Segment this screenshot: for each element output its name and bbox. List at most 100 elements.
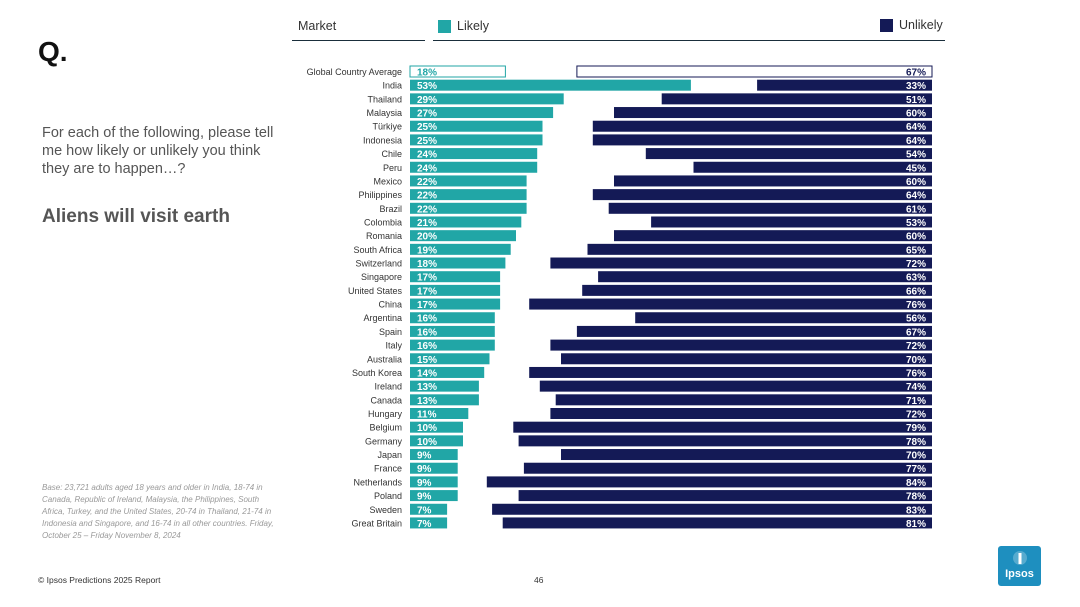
likely-bar-13 xyxy=(410,243,511,255)
likely-bar-2 xyxy=(410,93,564,105)
likely-value-25: 11% xyxy=(417,410,437,421)
statement-title: Aliens will visit earth xyxy=(42,206,230,227)
market-header: Market xyxy=(298,19,337,33)
likely-bar-4 xyxy=(410,120,543,132)
unlikely-value-13: 65% xyxy=(906,245,926,256)
unlikely-value-32: 83% xyxy=(906,505,926,516)
unlikely-bar-10 xyxy=(608,202,932,214)
likely-value-4: 25% xyxy=(417,122,437,133)
unlikely-value-20: 72% xyxy=(906,341,926,352)
category-label-1: India xyxy=(382,81,402,91)
likely-value-14: 18% xyxy=(417,259,437,270)
likely-swatch xyxy=(438,19,451,33)
unlikely-bar-16 xyxy=(582,284,932,296)
category-label-8: Mexico xyxy=(373,176,402,186)
unlikely-bar-18 xyxy=(635,312,932,324)
unlikely-bar-23 xyxy=(539,380,932,392)
unlikely-value-27: 78% xyxy=(906,437,926,448)
category-label-18: Argentina xyxy=(363,313,402,323)
unlikely-bar-8 xyxy=(614,175,932,187)
likely-bar-10 xyxy=(410,202,527,214)
likely-bar-28 xyxy=(410,449,458,461)
category-label-21: Australia xyxy=(367,354,402,364)
unlikely-bar-11 xyxy=(651,216,932,228)
unlikely-value-31: 78% xyxy=(906,492,926,503)
likely-bar-3 xyxy=(410,107,554,119)
likely-value-33: 7% xyxy=(417,519,432,530)
category-label-4: Türkiye xyxy=(372,122,402,132)
unlikely-bar-1 xyxy=(757,79,932,91)
legend-unlikely: Unlikely xyxy=(880,18,943,32)
likely-value-1: 53% xyxy=(417,81,437,92)
unlikely-value-9: 64% xyxy=(906,191,926,202)
likely-bar-0 xyxy=(409,65,506,78)
likely-value-19: 16% xyxy=(417,327,437,338)
likely-bar-26 xyxy=(410,421,463,433)
unlikely-bar-28 xyxy=(561,449,932,461)
likely-bar-16 xyxy=(410,284,501,296)
unlikely-value-10: 61% xyxy=(906,204,926,215)
base-note: Base: 23,721 adults aged 18 years and ol… xyxy=(42,483,274,540)
unlikely-bar-29 xyxy=(523,462,932,474)
ipsos-logo: Ipsos xyxy=(998,546,1041,586)
logo-text: Ipsos xyxy=(1005,568,1034,580)
likely-value-22: 14% xyxy=(417,368,437,379)
likely-bar-30 xyxy=(410,476,458,488)
legend-unlikely-label: Unlikely xyxy=(899,18,943,32)
likely-bar-22 xyxy=(410,366,485,378)
likely-bar-25 xyxy=(410,408,469,419)
unlikely-bar-14 xyxy=(550,257,932,269)
likely-value-29: 9% xyxy=(417,464,432,475)
unlikely-bar-4 xyxy=(592,120,932,132)
category-label-24: Canada xyxy=(370,395,402,405)
category-label-9: Philippines xyxy=(358,190,402,200)
category-label-33: Great Britain xyxy=(351,518,402,528)
unlikely-value-30: 84% xyxy=(906,478,926,489)
unlikely-swatch xyxy=(880,18,893,32)
unlikely-value-8: 60% xyxy=(906,177,926,188)
category-label-12: Romania xyxy=(366,231,402,241)
category-label-7: Peru xyxy=(383,163,402,173)
category-label-28: Japan xyxy=(377,450,402,460)
category-label-10: Brazil xyxy=(379,204,402,214)
likely-value-18: 16% xyxy=(417,314,437,325)
unlikely-value-6: 54% xyxy=(906,150,926,161)
category-label-19: Spain xyxy=(379,327,402,337)
likely-bar-19 xyxy=(410,325,495,337)
unlikely-value-21: 70% xyxy=(906,355,926,366)
likely-bar-18 xyxy=(410,312,495,324)
likely-value-15: 17% xyxy=(417,273,437,284)
likely-bar-32 xyxy=(410,503,448,515)
unlikely-bar-30 xyxy=(486,476,932,488)
category-label-26: Belgium xyxy=(369,423,402,433)
category-label-30: Netherlands xyxy=(353,477,402,487)
unlikely-value-14: 72% xyxy=(906,259,926,270)
likely-value-27: 10% xyxy=(417,437,437,448)
likely-bar-29 xyxy=(410,462,458,474)
unlikely-bar-32 xyxy=(492,503,932,515)
likely-value-23: 13% xyxy=(417,382,437,393)
unlikely-value-1: 33% xyxy=(906,81,926,92)
likely-bar-6 xyxy=(410,148,538,160)
unlikely-value-2: 51% xyxy=(906,95,926,106)
likely-bar-8 xyxy=(410,175,527,187)
category-label-5: Indonesia xyxy=(363,135,402,145)
likely-bar-21 xyxy=(410,353,490,365)
unlikely-bar-26 xyxy=(513,421,932,433)
category-label-27: Germany xyxy=(365,436,403,446)
unlikely-bar-31 xyxy=(518,490,932,502)
unlikely-bar-27 xyxy=(518,435,932,447)
category-label-23: Ireland xyxy=(374,382,402,392)
question-marker: Q. xyxy=(38,36,68,67)
category-label-2: Thailand xyxy=(367,94,402,104)
unlikely-value-16: 66% xyxy=(906,286,926,297)
likely-value-30: 9% xyxy=(417,478,432,489)
unlikely-value-24: 71% xyxy=(906,396,926,407)
likely-value-32: 7% xyxy=(417,505,432,516)
unlikely-value-3: 60% xyxy=(906,109,926,120)
likely-value-20: 16% xyxy=(417,341,437,352)
likely-value-8: 22% xyxy=(417,177,437,188)
unlikely-value-4: 64% xyxy=(906,122,926,133)
legend-likely-label: Likely xyxy=(457,19,489,33)
unlikely-bar-3 xyxy=(614,107,932,119)
